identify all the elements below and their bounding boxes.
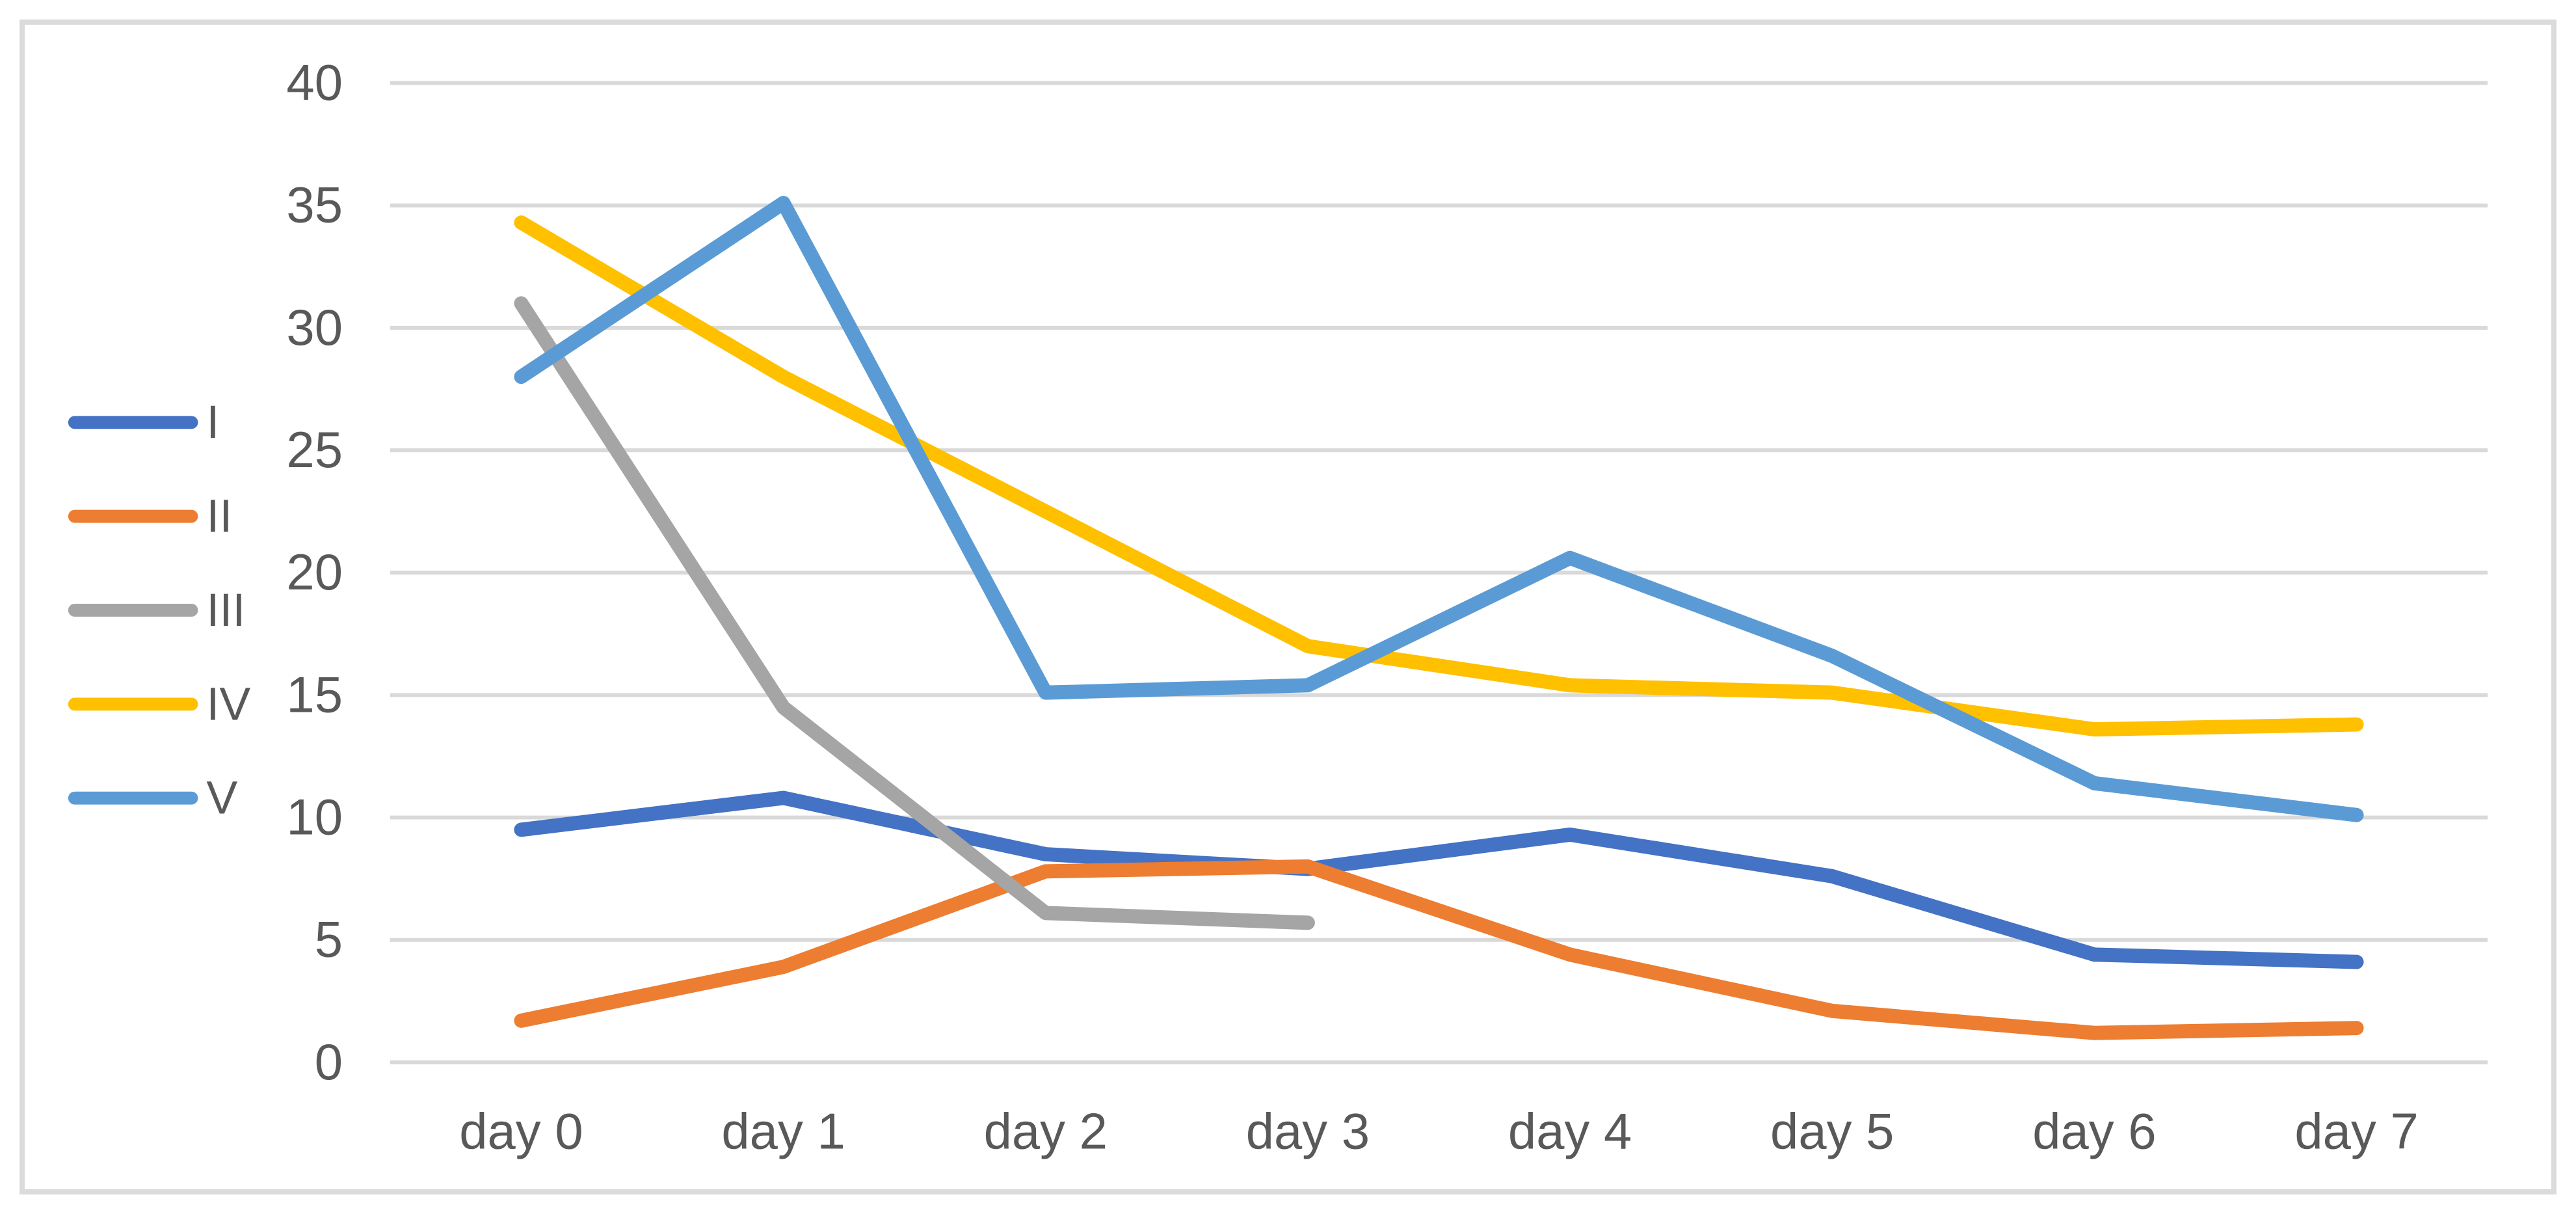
legend-label-III: III — [206, 584, 245, 636]
y-tick-label: 40 — [286, 55, 343, 111]
series-line-V — [514, 196, 2364, 822]
y-tick-label: 0 — [315, 1034, 343, 1090]
y-tick-label: 5 — [315, 912, 343, 968]
x-tick-label: day 5 — [1770, 1103, 1894, 1159]
legend-label-II: II — [206, 491, 232, 543]
series-line-III — [514, 296, 1315, 930]
series-line-I — [514, 790, 2364, 969]
chart-frame: 0 5 10 15 20 25 30 35 40 day 0 day 1 day 2 day 3 day … — [20, 20, 2556, 1194]
y-tick-label: 30 — [286, 300, 343, 356]
x-tick-label: day 2 — [984, 1103, 1108, 1159]
y-tick-label: 20 — [286, 545, 343, 600]
line-chart: 0 5 10 15 20 25 30 35 40 day 0 day 1 day 2 day 3 day … — [68, 55, 2488, 1159]
series-line-II — [514, 859, 2364, 1040]
x-tick-label: day 6 — [2032, 1103, 2156, 1159]
x-tick-label: day 3 — [1246, 1103, 1370, 1159]
series-line-IV — [514, 215, 2364, 737]
legend-label-V: V — [206, 772, 237, 824]
y-tick-label: 10 — [286, 790, 343, 846]
legend-label-I: I — [206, 396, 219, 448]
x-tick-label: day 7 — [2294, 1103, 2418, 1159]
y-tick-label: 35 — [286, 178, 343, 234]
legend-label-IV: IV — [206, 678, 250, 730]
y-tick-label: 15 — [286, 667, 343, 723]
x-tick-label: day 4 — [1508, 1103, 1632, 1159]
x-tick-label: day 1 — [721, 1103, 845, 1159]
y-tick-label: 25 — [286, 422, 343, 478]
x-tick-label: day 0 — [459, 1103, 583, 1159]
